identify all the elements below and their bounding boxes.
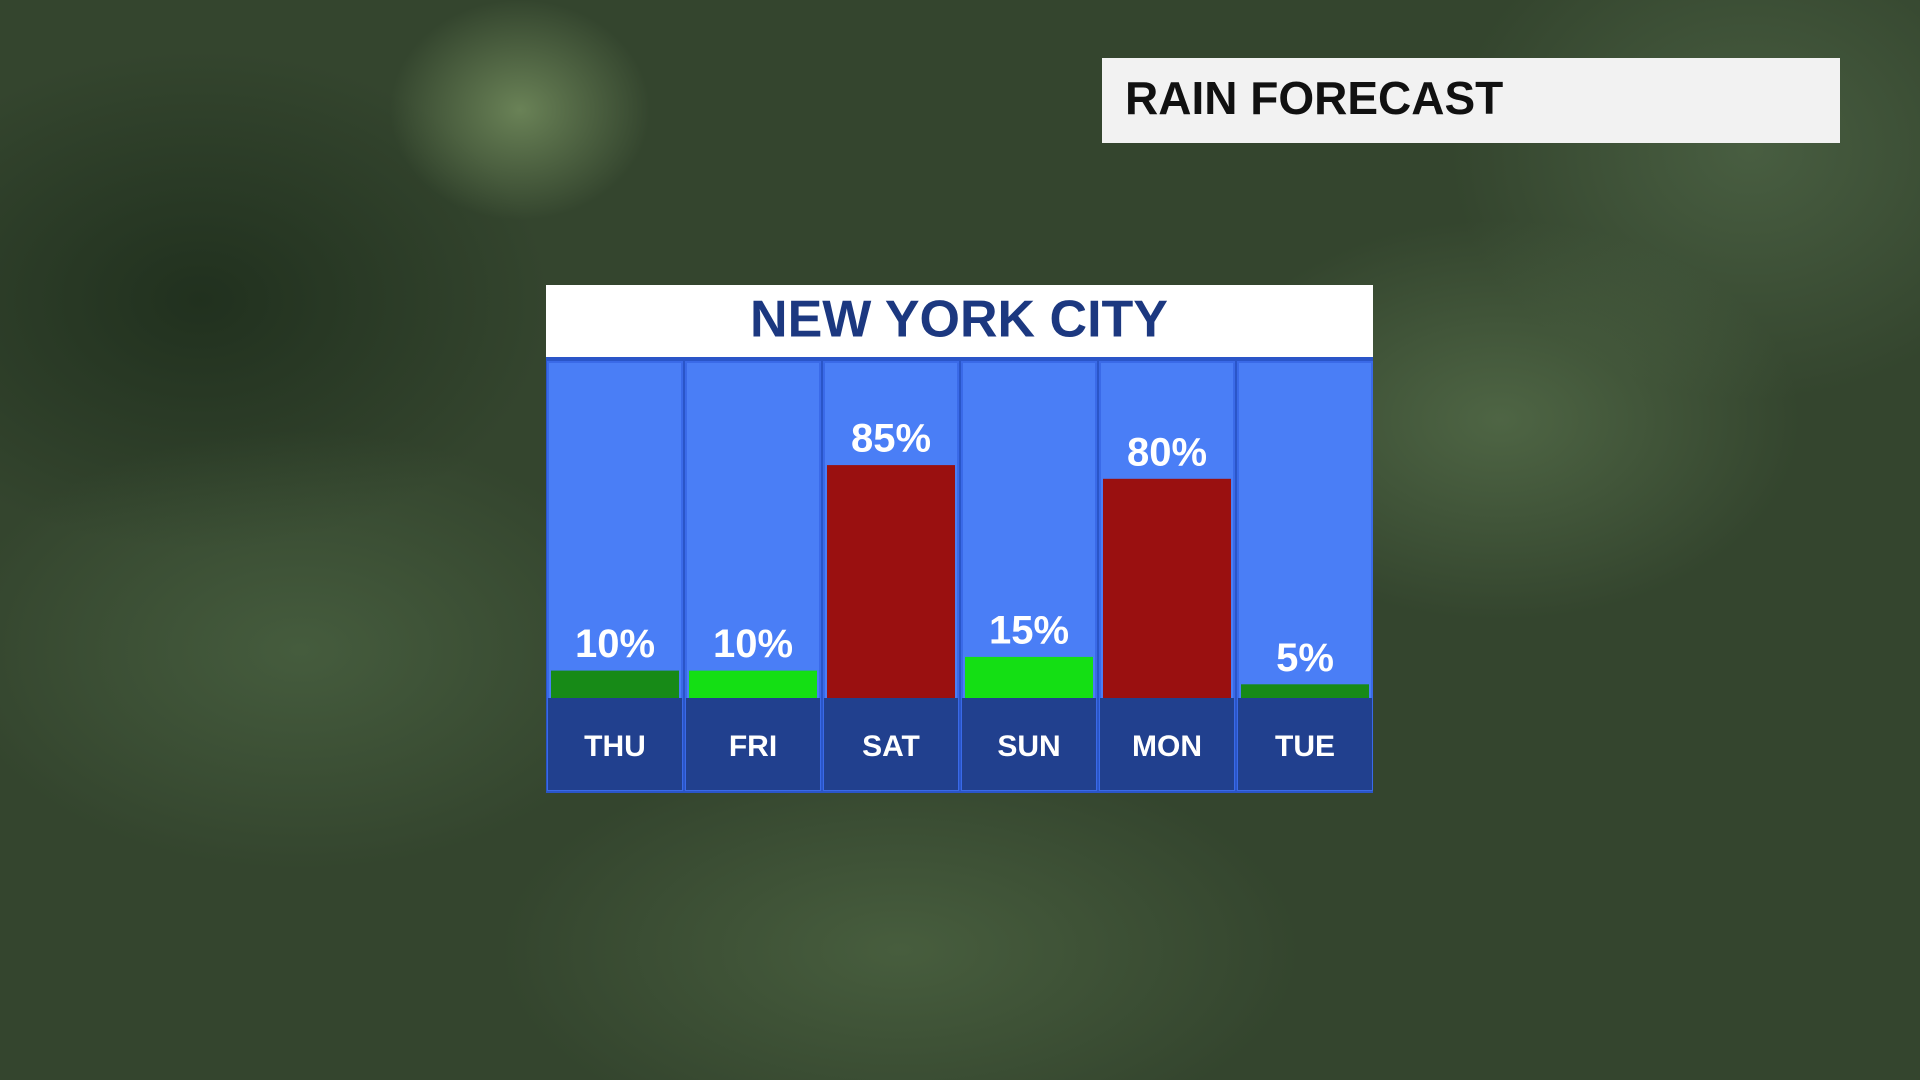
header-title: RAIN FORECAST [1125, 72, 1503, 124]
value-label: 5% [1276, 636, 1334, 680]
day-band [686, 698, 820, 790]
x-tick-label: SAT [862, 730, 920, 763]
value-label: 80% [1127, 430, 1207, 474]
bar [1241, 684, 1369, 698]
bar [827, 465, 955, 698]
value-label: 85% [851, 417, 931, 461]
bar [551, 670, 679, 698]
bar [1103, 478, 1231, 698]
day-band [962, 698, 1096, 790]
value-label: 15% [989, 608, 1069, 652]
day-band [824, 698, 958, 790]
bar [965, 656, 1093, 698]
value-label: 10% [713, 622, 793, 666]
x-tick-label: TUE [1275, 730, 1335, 763]
chart-title: NEW YORK CITY [750, 291, 1168, 349]
value-label: 10% [575, 622, 655, 666]
header-box [1102, 58, 1840, 143]
x-tick-label: THU [584, 730, 646, 763]
x-tick-label: MON [1132, 730, 1202, 763]
panel [546, 357, 1373, 793]
x-tick-label: FRI [729, 730, 777, 763]
day-band [548, 698, 682, 790]
title-band [546, 285, 1373, 357]
x-tick-label: SUN [997, 730, 1060, 763]
day-band [1238, 698, 1372, 790]
bar [689, 670, 817, 698]
day-band [1100, 698, 1234, 790]
